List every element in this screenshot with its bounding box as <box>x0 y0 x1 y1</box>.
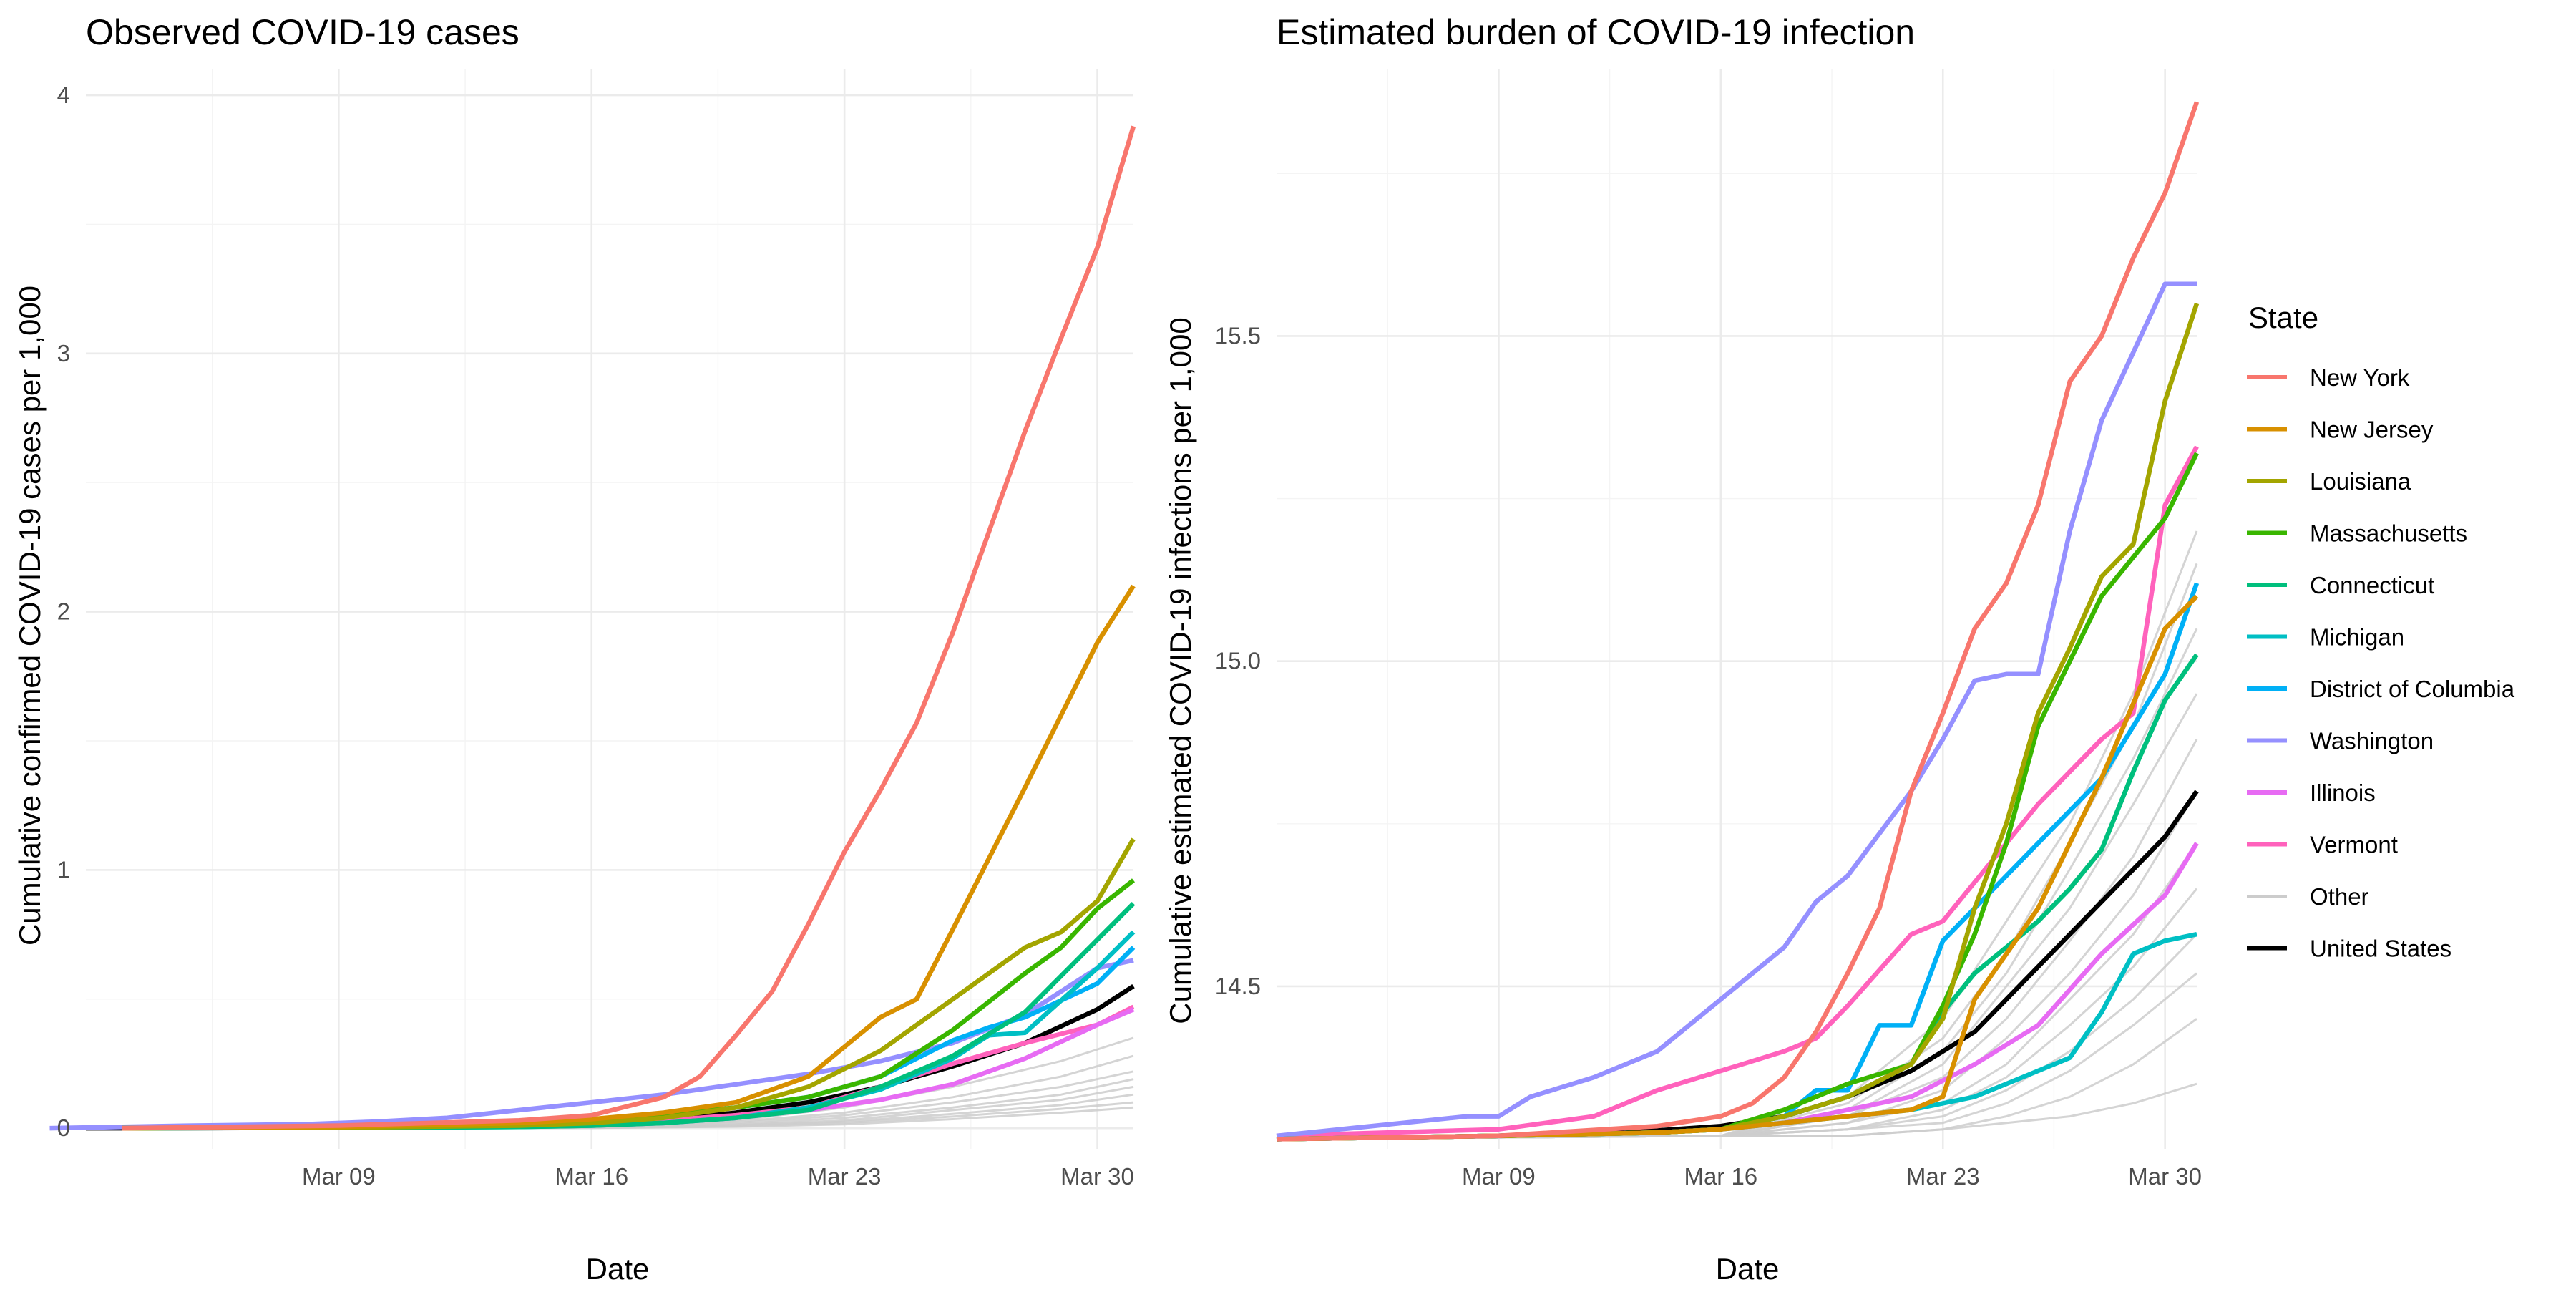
observed-x-tick-label: Mar 30 <box>1060 1163 1134 1190</box>
observed-chart-title: Observed COVID-19 cases <box>86 12 519 52</box>
legend-item-massachusetts: Massachusetts <box>2247 520 2467 547</box>
legend-label: Michigan <box>2310 624 2404 651</box>
observed-y-axis-title: Cumulative confirmed COVID-19 cases per … <box>13 286 47 946</box>
estimated-x-tick-label: Mar 09 <box>1462 1163 1536 1190</box>
estimated-y-tick-label: 15.0 <box>1215 648 1261 674</box>
estimated-y-axis-title: Cumulative estimated COVID-19 infections… <box>1163 317 1197 1024</box>
estimated-chart-title: Estimated burden of COVID-19 infection <box>1277 12 1915 52</box>
observed-x-axis-title: Date <box>586 1252 650 1286</box>
legend-item-michigan: Michigan <box>2247 624 2404 651</box>
estimated-series-line-other-12 <box>1276 1082 2197 1140</box>
legend-label: New York <box>2310 364 2410 391</box>
legend-label: Connecticut <box>2310 572 2434 598</box>
legend-title: State <box>2248 301 2318 334</box>
observed-y-tick-label: 3 <box>57 340 70 366</box>
legend-label: Louisiana <box>2310 468 2411 495</box>
estimated-series-line-other-10 <box>1276 972 2197 1140</box>
estimated-series-line-new-jersey <box>1276 594 2199 1142</box>
legend-item-vermont: Vermont <box>2247 832 2398 858</box>
estimated-y-tick-label: 14.5 <box>1215 973 1261 999</box>
legend-label: Illinois <box>2310 779 2376 806</box>
estimated-x-tick-label: Mar 30 <box>2128 1163 2202 1190</box>
estimated-series-line-other-5 <box>1276 738 2198 1140</box>
observed-cases-panel: Observed COVID-19 cases 0 1 2 3 4 Mar 09 Mar … <box>13 12 1136 1286</box>
observed-x-tick-label: Mar 09 <box>302 1163 376 1190</box>
legend-item-other: Other <box>2247 883 2369 910</box>
legend-item-connecticut: Connecticut <box>2247 572 2434 598</box>
observed-y-tick-label: 4 <box>57 82 70 108</box>
legend-item-new-jersey: New Jersey <box>2247 417 2434 443</box>
legend-item-louisiana: Louisiana <box>2247 468 2411 495</box>
observed-x-tick-label: Mar 23 <box>808 1163 882 1190</box>
legend-item-new-york: New York <box>2247 364 2410 391</box>
legend-item-united-states: United States <box>2247 936 2451 962</box>
legend-item-illinois: Illinois <box>2247 779 2376 806</box>
estimated-x-axis-title: Date <box>1716 1252 1780 1286</box>
legend-label: Washington <box>2310 728 2434 754</box>
observed-series-line-louisiana <box>122 837 1136 1131</box>
estimated-x-tick-label: Mar 16 <box>1684 1163 1757 1190</box>
observed-x-tick-label: Mar 16 <box>555 1163 628 1190</box>
legend-label: New Jersey <box>2310 417 2434 443</box>
observed-series-line-other-8 <box>85 1106 1134 1130</box>
legend-label: Vermont <box>2310 832 2398 858</box>
legend: State New York New Jersey Louisiana Massach… <box>2247 301 2515 962</box>
legend-label: Massachusetts <box>2310 520 2467 547</box>
estimated-series-line-washington <box>1276 281 2197 1139</box>
legend-label: District of Columbia <box>2310 676 2515 702</box>
estimated-series-line-new-york <box>1276 101 2200 1142</box>
observed-y-tick-label: 1 <box>57 856 70 883</box>
legend-label: United States <box>2310 936 2451 962</box>
observed-y-tick-label: 2 <box>57 598 70 625</box>
legend-item-district-of-columbia: District of Columbia <box>2247 676 2515 702</box>
estimated-series-line-vermont <box>1276 445 2199 1139</box>
observed-series-line-new-york <box>122 125 1136 1131</box>
observed-y-tick-label: 0 <box>57 1114 70 1141</box>
legend-item-washington: Washington <box>2247 728 2434 754</box>
estimated-y-tick-label: 15.5 <box>1215 322 1261 349</box>
legend-label: Other <box>2310 883 2369 910</box>
estimated-x-tick-label: Mar 23 <box>1906 1163 1980 1190</box>
observed-series-line-new-jersey <box>122 584 1136 1131</box>
estimated-burden-panel: Estimated burden of COVID-19 infection 1… <box>1163 12 2202 1286</box>
